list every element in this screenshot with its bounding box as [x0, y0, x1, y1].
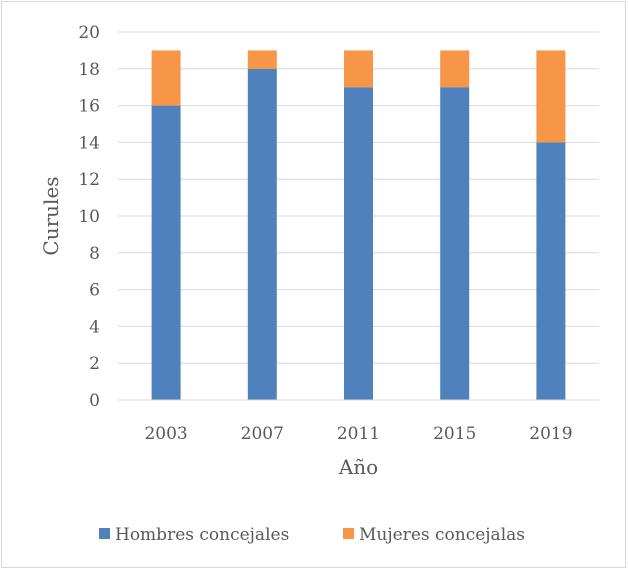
legend-swatch-hombres	[99, 528, 110, 539]
bar-mujeres-2015	[440, 50, 470, 88]
y-tick-label: 12	[78, 170, 100, 190]
y-tick-label: 16	[78, 97, 100, 117]
bar-hombres-2011	[344, 87, 373, 400]
x-tick-label: 2007	[241, 424, 284, 444]
bar-hombres-2007	[247, 68, 277, 401]
legend: Hombres concejales Mujeres concejalas	[99, 525, 525, 545]
y-tick-label: 4	[89, 317, 100, 337]
y-tick-label: 2	[89, 354, 100, 374]
x-axis-title: Año	[338, 455, 378, 479]
x-tick-label: 2019	[529, 424, 572, 444]
legend-label-hombres: Hombres concejales	[115, 525, 289, 545]
bar-hombres-2019	[536, 142, 566, 400]
legend-label-mujeres: Mujeres concejalas	[359, 525, 525, 545]
y-axis-title: Curules	[39, 176, 63, 255]
x-tick-label: 2011	[337, 424, 380, 444]
y-axis-tick-labels: 0 2 4 6 8 10 12 14 16 18 20	[78, 23, 100, 411]
legend-swatch-mujeres	[343, 528, 354, 539]
x-axis-tick-labels: 2003 2007 2011 2015 2019	[144, 424, 572, 444]
y-tick-label: 18	[78, 60, 100, 80]
y-tick-label: 8	[89, 244, 100, 264]
bar-hombres-2003	[151, 105, 181, 400]
y-tick-label: 10	[78, 207, 100, 227]
bar-hombres-2015	[440, 87, 470, 400]
y-tick-label: 20	[78, 23, 100, 43]
bar-mujeres-2007	[247, 50, 277, 69]
bar-mujeres-2003	[151, 50, 181, 106]
x-tick-label: 2003	[144, 424, 187, 444]
x-tick-label: 2015	[433, 424, 476, 444]
y-tick-label: 6	[89, 281, 100, 301]
y-tick-label: 14	[78, 133, 100, 153]
bars	[151, 50, 566, 401]
bar-mujeres-2019	[536, 50, 566, 143]
bar-mujeres-2011	[344, 50, 373, 88]
y-tick-label: 0	[89, 391, 100, 411]
